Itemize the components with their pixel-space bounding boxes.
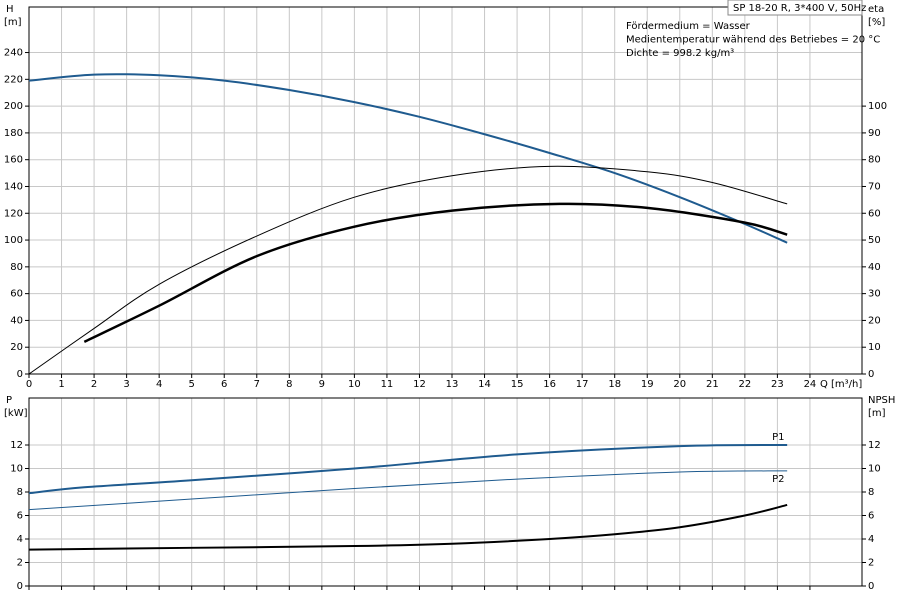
x-tick-label: 18: [608, 379, 621, 390]
y2-tick-label: 20: [868, 315, 881, 326]
x-tick-label: 8: [286, 379, 292, 390]
curve: [28, 444, 788, 495]
x-tick-label: 13: [446, 379, 459, 390]
y-tick-label: 160: [4, 155, 23, 166]
y2-tick-label: 0: [868, 369, 874, 380]
y-tick-label: 240: [4, 48, 23, 59]
curve-label: P1: [772, 432, 784, 443]
y2-tick-label: 100: [868, 101, 887, 112]
y2-tick-label: 50: [868, 235, 881, 246]
y-tick-label: 100: [4, 235, 23, 246]
y-tick-label: 12: [10, 440, 23, 451]
y-tick-label: 8: [17, 487, 23, 498]
info-title: SP 18-20 R, 3*400 V, 50Hz: [733, 3, 866, 14]
x-tick-label: 0: [26, 379, 32, 390]
y2-tick-label: 6: [868, 511, 874, 522]
y-tick-label: 20: [10, 342, 23, 353]
y-tick-label: 40: [10, 315, 23, 326]
info-line: Dichte = 998.2 kg/m³: [626, 48, 734, 59]
y2-tick-label: 2: [868, 558, 874, 569]
y2-tick-label: 4: [868, 534, 874, 545]
x-tick-label: 17: [576, 379, 589, 390]
y-tick-label: 6: [17, 511, 23, 522]
x-tick-label: 21: [706, 379, 719, 390]
y-tick-label: 0: [17, 369, 23, 380]
y-axis-unit: [m]: [4, 17, 22, 28]
y2-tick-label: 12: [868, 440, 881, 451]
y-tick-label: 200: [4, 101, 23, 112]
x-tick-label: 11: [381, 379, 394, 390]
x-tick-label: 12: [413, 379, 426, 390]
y-tick-label: 80: [10, 262, 23, 273]
x-tick-label: 10: [348, 379, 361, 390]
x-tick-label: 15: [511, 379, 524, 390]
y-tick-label: 60: [10, 289, 23, 300]
y2-tick-label: 30: [868, 289, 881, 300]
x-tick-label: 4: [156, 379, 162, 390]
curve: [28, 73, 788, 244]
plot-frame: [28, 6, 863, 375]
x-tick-label: 1: [58, 379, 64, 390]
y-tick-label: 2: [17, 558, 23, 569]
curve: [28, 165, 788, 375]
x-tick-label: 6: [221, 379, 227, 390]
y2-tick-label: 70: [868, 181, 881, 192]
y2-tick-label: 80: [868, 155, 881, 166]
x-tick-label: 7: [254, 379, 260, 390]
x-tick-label: 23: [771, 379, 784, 390]
y-tick-label: 140: [4, 181, 23, 192]
x-tick-label: 3: [123, 379, 129, 390]
y2-axis-unit: [%]: [868, 17, 885, 28]
y-axis-label: P: [6, 395, 12, 406]
x-tick-label: 20: [673, 379, 686, 390]
y-tick-label: 180: [4, 128, 23, 139]
info-title-box: [727, 0, 863, 16]
y2-tick-label: 40: [868, 262, 881, 273]
x-tick-label: 19: [641, 379, 654, 390]
y2-tick-label: 60: [868, 208, 881, 219]
y2-axis-label: NPSH: [868, 395, 895, 406]
y2-axis-unit: [m]: [868, 408, 886, 419]
y2-tick-label: 8: [868, 487, 874, 498]
y2-tick-label: 0: [868, 581, 874, 592]
y-tick-label: 120: [4, 208, 23, 219]
x-axis-label: Q [m³/h]: [820, 379, 862, 390]
curve: [28, 503, 788, 551]
y-tick-label: 220: [4, 74, 23, 85]
y2-tick-label: 90: [868, 128, 881, 139]
y2-tick-label: 10: [868, 464, 881, 475]
y-tick-label: 4: [17, 534, 23, 545]
y-axis-unit: [kW]: [4, 408, 28, 419]
curve: [83, 202, 788, 343]
y2-axis-label: eta: [868, 4, 884, 15]
x-tick-label: 22: [738, 379, 751, 390]
x-tick-label: 14: [478, 379, 491, 390]
y-tick-label: 10: [10, 464, 23, 475]
curve: [28, 470, 788, 511]
x-tick-label: 16: [543, 379, 556, 390]
info-line: Medientemperatur während des Betriebes =…: [626, 35, 880, 46]
info-line: Fördermedium = Wasser: [626, 21, 751, 32]
y-axis-label: H: [6, 4, 14, 15]
info-box: SP 18-20 R, 3*400 V, 50Hz Fördermedium = …: [626, 0, 880, 59]
x-tick-label: 24: [804, 379, 817, 390]
y2-tick-label: 10: [868, 342, 881, 353]
x-tick-label: 9: [319, 379, 325, 390]
x-tick-label: 5: [189, 379, 195, 390]
plot-frame: [28, 397, 863, 587]
curve-label: P2: [772, 474, 784, 485]
x-tick-label: 2: [91, 379, 97, 390]
y-tick-label: 0: [17, 581, 23, 592]
